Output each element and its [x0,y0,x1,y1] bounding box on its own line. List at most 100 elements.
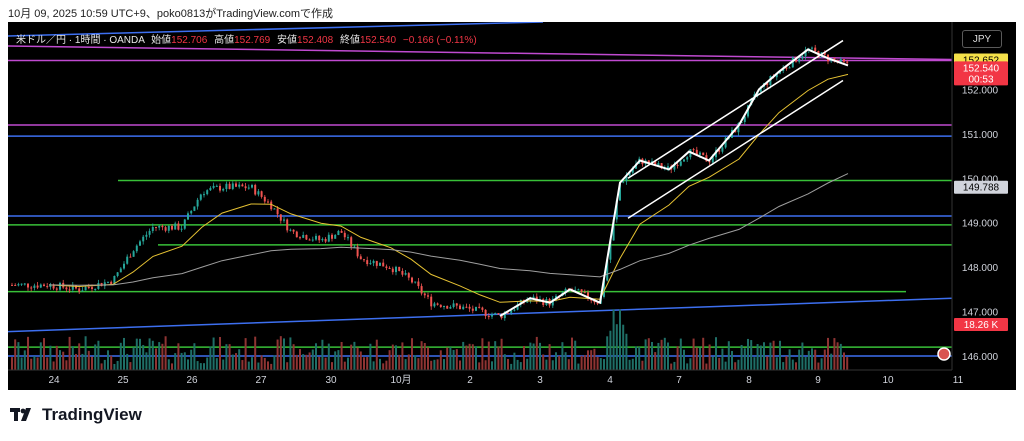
volume-bar [619,309,621,370]
candle-body [718,149,721,152]
candle-body [702,152,705,156]
candle-body [292,229,295,232]
volume-bar [279,336,282,370]
volume-bar [356,347,359,370]
time-tick-label: 26 [186,375,198,386]
volume-bar [660,339,663,370]
candle-body [231,183,234,189]
volume-bar [20,357,23,370]
volume-bar [679,338,682,370]
volume-bar [315,343,317,370]
volume-bar [641,360,644,370]
volume-bar [836,342,839,370]
candle-body [199,194,202,200]
volume-bar [407,354,410,370]
volume-bar [436,359,439,370]
candle-body [244,186,247,189]
volume-bar [228,344,231,370]
volume-bar [59,350,61,370]
candle-body [65,287,68,290]
candle-body [414,281,417,283]
volume-bar [756,344,759,370]
volume-bar [798,349,801,370]
volume-bar [382,363,385,370]
price-tick-label: 152.000 [962,85,999,96]
volume-bar [420,341,423,370]
tradingview-logo: TradingView [10,405,142,425]
volume-bar [65,360,68,370]
volume-bar [75,353,77,370]
volume-bar [347,357,349,370]
volume-bar [39,342,42,370]
volume-bar [596,356,599,370]
candle-body [372,260,375,264]
volume-bar [129,362,132,370]
candle-body [612,219,615,241]
candle-body [846,61,849,63]
volume-bar [369,343,372,370]
change-value: −0.166 (−0.11%) [402,35,477,46]
candle-body [673,164,676,170]
candle-body [478,306,481,308]
price-chart[interactable]: 152.000 151.000 150.000 149.000 148.000 147.0… [8,22,1016,390]
volume-bar [417,358,420,370]
candle-body [494,313,497,315]
volume-bar [305,354,308,370]
volume-bar [135,338,138,370]
candle-body [119,268,122,273]
volume-bar [587,350,589,370]
candle-body [676,164,679,166]
candle-body [625,175,628,182]
volume-bar [23,350,26,370]
currency-button[interactable]: JPY [962,30,1002,48]
candle-body [132,251,135,257]
volume-bar [846,357,849,370]
candle-body [609,240,612,260]
volume-bar [731,350,733,370]
candle-body [164,227,167,231]
volume-bar [391,344,394,370]
volume-bar [273,355,276,370]
volume-bar [638,346,641,370]
volume-bar [475,346,477,370]
candle-body [129,256,132,258]
candle-body [564,288,567,293]
volume-bar [113,363,116,370]
candle-body [497,313,500,315]
volume-bar [599,358,602,370]
candle-body [452,303,455,308]
candle-body [833,58,836,60]
volume-bar [577,363,580,370]
volume-bar [142,345,145,370]
volume-bar [571,337,573,370]
volume-bar [715,337,717,370]
volume-bar [311,349,314,370]
volume-bar [465,345,468,370]
candle-body [55,288,58,290]
volume-bar [164,336,167,370]
candle-body [743,116,746,122]
candle-body [814,47,817,52]
candle-body [430,296,433,307]
volume-bar [545,359,548,370]
candle-body [324,238,327,242]
volume-bar [433,359,436,370]
candle-body [420,286,423,294]
candle-body [43,284,45,287]
candle-body [471,308,474,311]
candle-body [308,239,311,241]
volume-bar [615,324,618,370]
volume-bar [372,361,375,370]
chart-panel[interactable]: 152.000 151.000 150.000 149.000 148.000 147.0… [8,22,1016,390]
volume-bar [580,355,583,370]
volume-bar [494,341,497,370]
volume-bar [68,336,71,370]
volume-bar [763,342,765,370]
candle-body [215,185,218,187]
candle-body [20,283,23,285]
candle-body [87,286,90,288]
candle-body [11,284,13,286]
volume-bar [171,363,173,370]
high-value: 152.769 [234,35,271,46]
volume-bar [334,351,337,370]
